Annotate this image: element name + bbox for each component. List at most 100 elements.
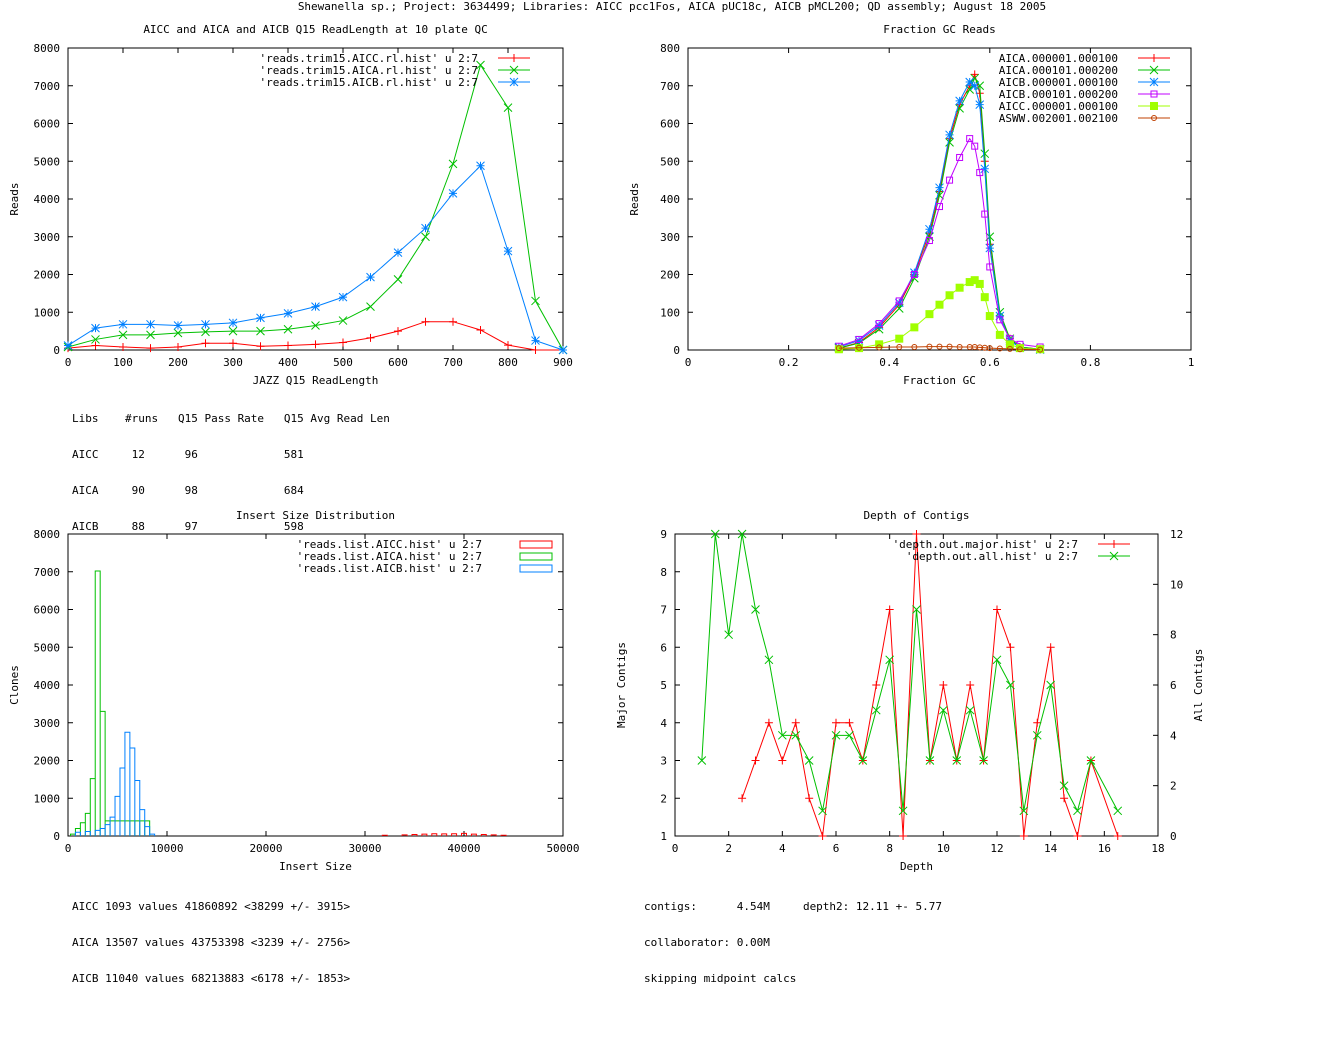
data-point xyxy=(338,316,348,325)
data-point xyxy=(910,271,918,278)
y-tick-label: 5000 xyxy=(34,155,61,168)
data-point xyxy=(970,70,979,79)
depth-summary-midpoint: skipping midpoint calcs xyxy=(644,972,797,985)
data-point xyxy=(832,718,840,727)
histogram-outline xyxy=(381,832,507,836)
y-tick-label: 0 xyxy=(53,830,60,843)
data-point xyxy=(854,336,864,345)
x-tick-label: 400 xyxy=(278,356,298,369)
series-line xyxy=(741,533,1119,838)
data-point xyxy=(996,316,1004,324)
series-1: 'reads.list.AICA.hist' u 2:7 xyxy=(69,550,553,836)
y-tick-label: 300 xyxy=(660,231,680,244)
y2-axis-label: All Contigs xyxy=(1192,649,1205,722)
series-line xyxy=(701,533,1119,813)
data-point xyxy=(751,756,760,765)
series-line xyxy=(67,164,564,351)
data-point xyxy=(956,153,964,161)
data-point xyxy=(936,343,943,350)
series-5: ASWW.002001.002100 xyxy=(835,112,1170,353)
legend-label: 'reads.trim15.AICC.rl.hist' u 2:7 xyxy=(259,52,478,65)
data-point xyxy=(818,806,827,816)
legend-label: 'reads.list.AICC.hist' u 2:7 xyxy=(297,538,482,551)
legend-marker xyxy=(1149,77,1159,87)
data-point xyxy=(421,223,430,233)
data-point xyxy=(118,330,128,340)
legend-marker xyxy=(1150,54,1158,62)
data-point xyxy=(228,326,238,336)
x-tick-label: 0.8 xyxy=(1080,356,1100,369)
chart-title: Insert Size Distribution xyxy=(236,509,395,522)
data-point xyxy=(845,718,854,727)
y-tick-label: 2000 xyxy=(34,269,61,282)
y-tick-label: 0 xyxy=(673,344,680,357)
data-point xyxy=(986,345,993,352)
legend-label: AICA.000101.000200 xyxy=(999,64,1118,77)
data-point xyxy=(737,529,747,539)
data-point xyxy=(871,705,881,715)
data-point xyxy=(91,341,100,350)
data-point xyxy=(992,655,1002,665)
x-axis-label: Insert Size xyxy=(279,860,352,873)
data-point xyxy=(980,164,990,174)
data-point xyxy=(311,321,320,330)
data-point xyxy=(503,103,513,112)
y2-tick-label: 4 xyxy=(1170,729,1177,742)
y2-tick-label: 12 xyxy=(1170,528,1183,541)
data-point xyxy=(201,339,210,348)
data-point xyxy=(1086,756,1096,765)
data-point xyxy=(449,317,457,326)
chart-depth: Depth of Contigs Depth Major Contigs 0 2 4 6 8 1… xyxy=(615,509,1205,873)
data-point xyxy=(421,317,430,326)
data-point xyxy=(146,319,155,329)
y-axis-label: Major Contigs xyxy=(615,642,628,728)
y2-tick-label: 10 xyxy=(1170,578,1183,591)
data-point xyxy=(173,321,183,330)
data-point xyxy=(91,335,100,344)
data-point xyxy=(1019,806,1029,816)
x-tick-label: 6 xyxy=(833,842,840,855)
data-point xyxy=(751,605,760,614)
data-point xyxy=(339,338,347,347)
data-point xyxy=(885,655,895,665)
y2-tick-label: 0 xyxy=(1170,830,1177,843)
legend-marker xyxy=(510,54,518,62)
data-point xyxy=(925,756,935,765)
data-point xyxy=(804,756,814,765)
data-point xyxy=(935,300,944,309)
y-tick-label: 6000 xyxy=(34,604,61,617)
data-point xyxy=(256,326,265,336)
y-tick-label: 8000 xyxy=(34,528,61,541)
data-point xyxy=(476,161,485,171)
series-0: 'reads.list.AICC.hist' u 2:7 xyxy=(297,538,553,836)
y-tick-label: 600 xyxy=(660,118,680,131)
x-tick-label: 100 xyxy=(113,356,133,369)
x-tick-label: 12 xyxy=(990,842,1003,855)
data-point xyxy=(995,330,1004,339)
y-tick-label: 800 xyxy=(660,42,680,55)
y-tick-label: 3 xyxy=(660,755,667,768)
x-tick-label: 0 xyxy=(65,356,72,369)
data-point xyxy=(777,730,787,740)
insert-summary-aicb: AICB 11040 values 68213883 <6178 +/- 185… xyxy=(72,972,351,985)
data-point xyxy=(201,319,210,329)
legend-label: 'reads.list.AICB.hist' u 2:7 xyxy=(297,562,482,575)
chart-title: AICC and AICA and AICB Q15 ReadLength at… xyxy=(143,23,487,36)
y-tick-label: 7000 xyxy=(34,566,61,579)
legend-marker xyxy=(1149,65,1159,75)
data-point xyxy=(311,302,320,311)
data-point xyxy=(1033,718,1042,727)
data-point xyxy=(925,310,934,319)
x-tick-label: 18 xyxy=(1151,842,1164,855)
data-point xyxy=(174,342,182,351)
data-point xyxy=(945,291,954,300)
data-point xyxy=(710,529,720,539)
data-point xyxy=(394,327,402,336)
data-point xyxy=(1046,643,1055,652)
data-point xyxy=(874,321,884,330)
data-point xyxy=(965,705,975,715)
data-point xyxy=(1006,643,1015,652)
x-tick-label: 0.2 xyxy=(779,356,799,369)
y-tick-label: 6000 xyxy=(34,118,61,131)
